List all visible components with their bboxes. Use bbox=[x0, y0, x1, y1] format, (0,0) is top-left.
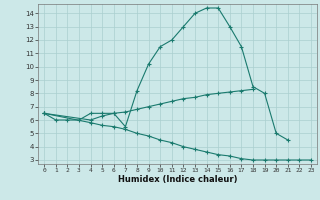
X-axis label: Humidex (Indice chaleur): Humidex (Indice chaleur) bbox=[118, 175, 237, 184]
